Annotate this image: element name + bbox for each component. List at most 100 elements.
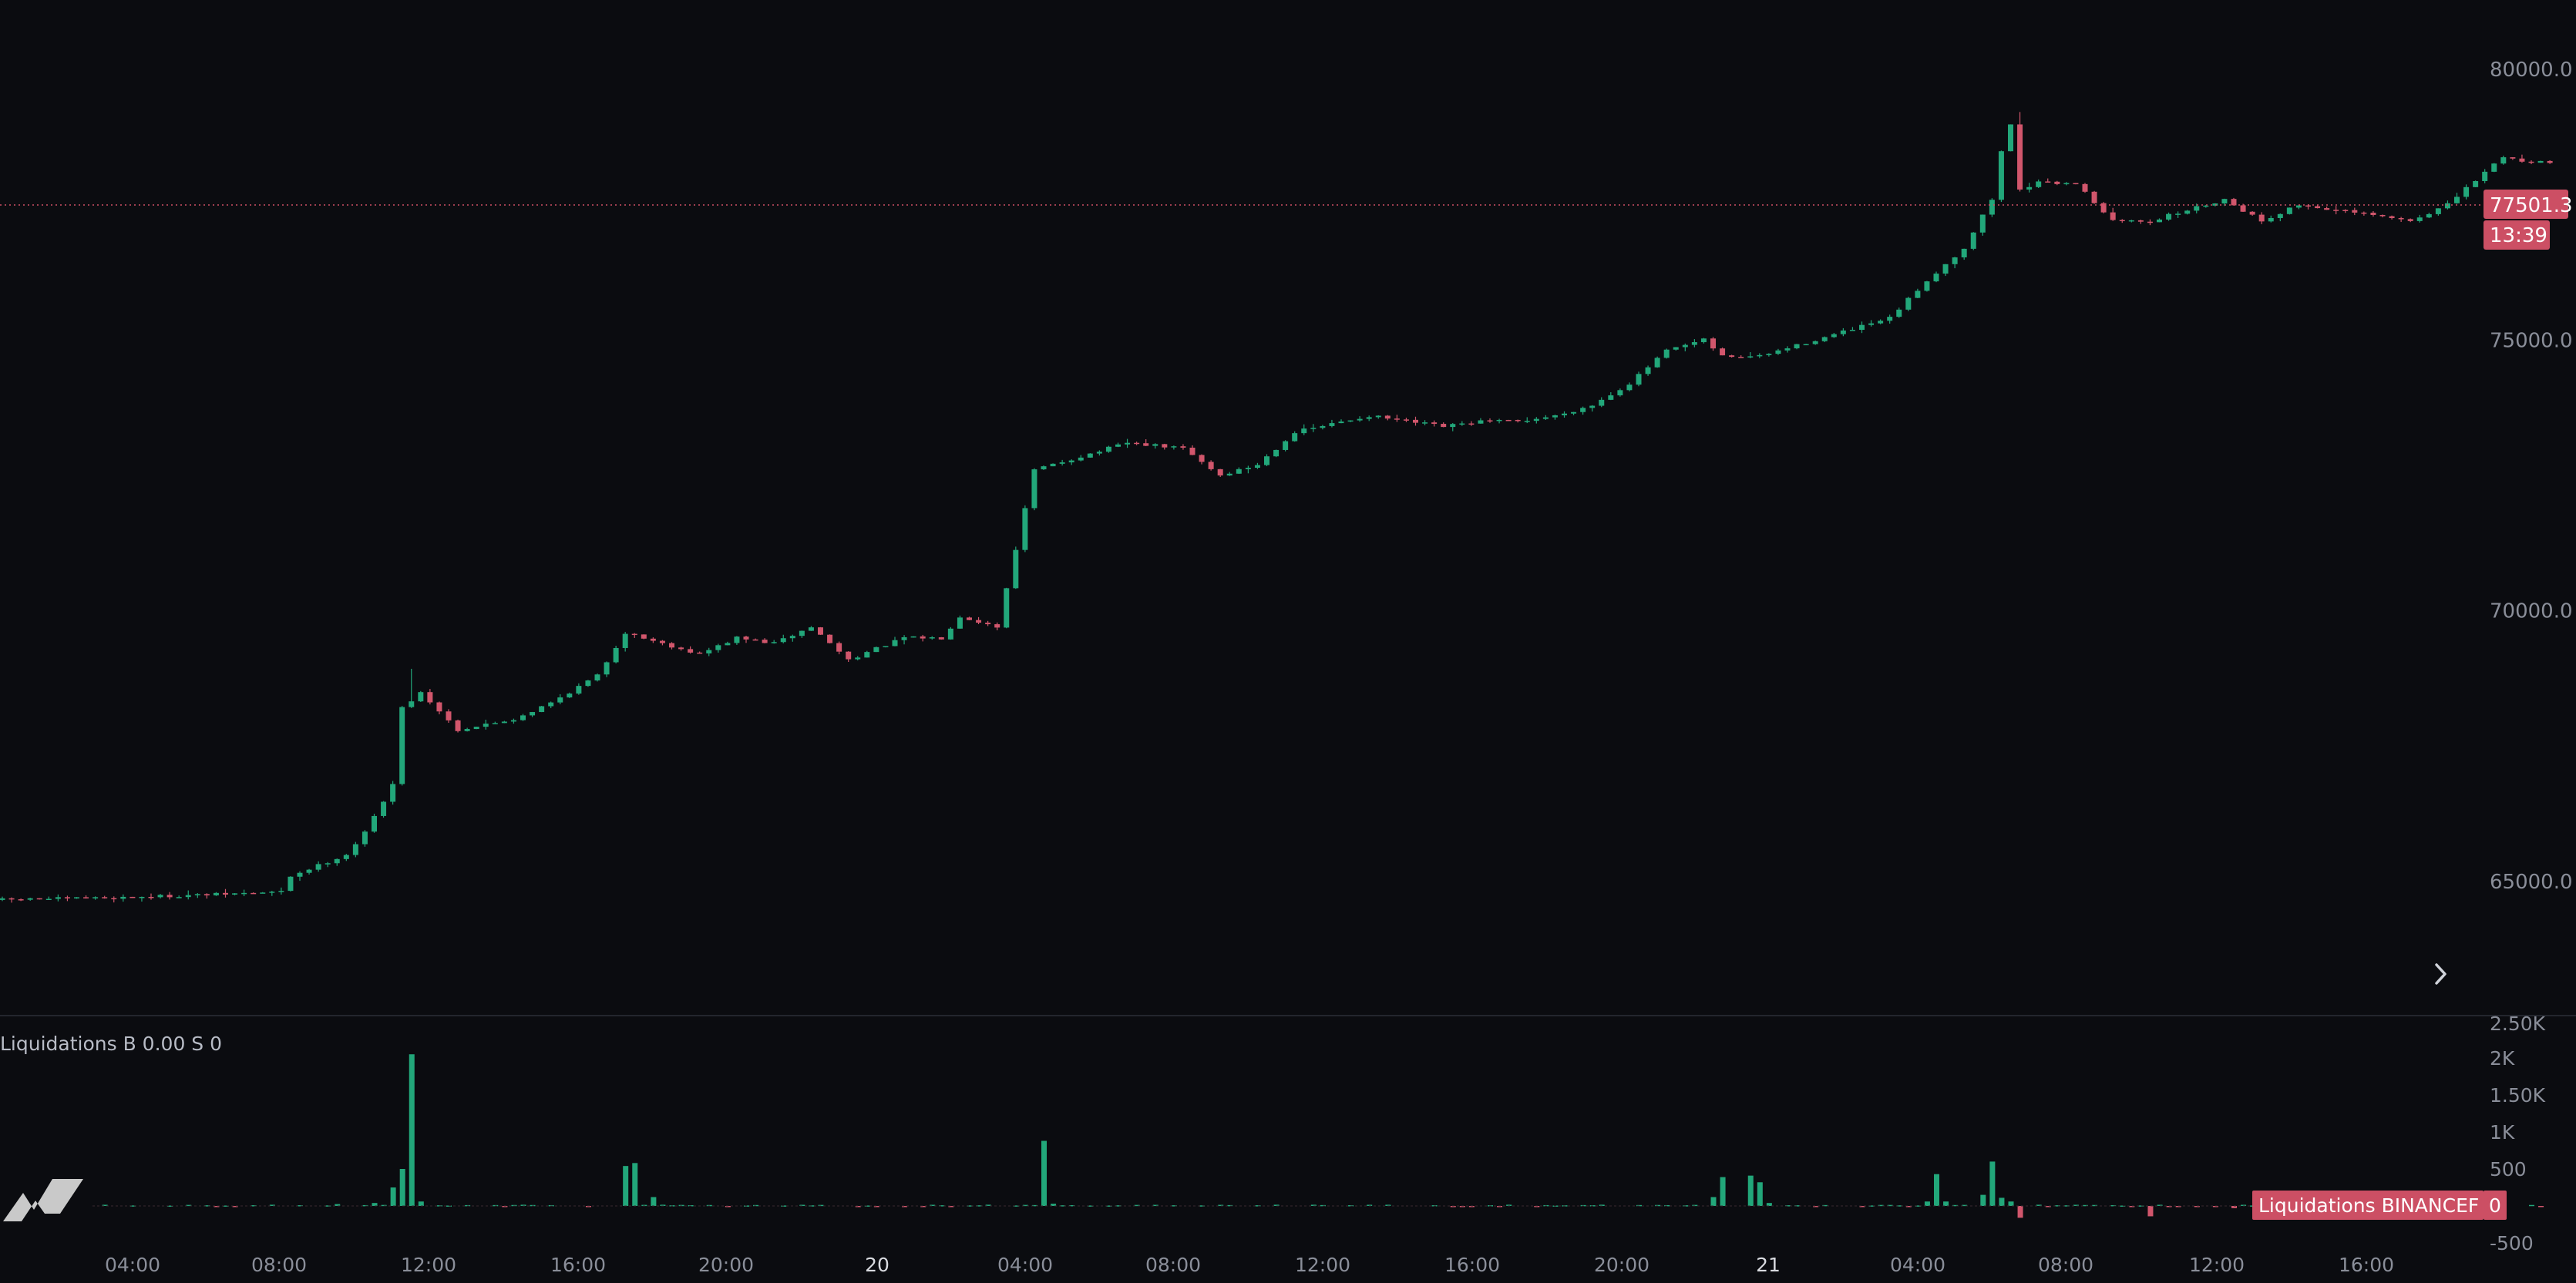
liquidation-bar <box>1989 1161 1996 1206</box>
candle <box>2175 211 2181 218</box>
candle <box>1738 355 1744 358</box>
candle <box>2110 207 2116 221</box>
liquidation-bar <box>1962 1204 1968 1207</box>
candle <box>55 894 61 902</box>
liquidation-bar <box>2175 1206 2181 1207</box>
candle <box>510 718 516 724</box>
time-label: 12:00 <box>401 1254 456 1276</box>
candle <box>1413 416 1418 426</box>
candle <box>1059 459 1065 466</box>
candle <box>1096 450 1102 456</box>
liquidation-bar <box>985 1204 991 1206</box>
candle <box>1840 327 1846 337</box>
liquidation-bar <box>1878 1204 1884 1207</box>
liq-tick-label: 1.50K <box>2490 1084 2546 1107</box>
liquidation-bar <box>2138 1205 2144 1207</box>
candle <box>678 647 684 651</box>
candle <box>288 876 294 892</box>
liquidation-bar <box>251 1205 257 1207</box>
candle <box>1663 348 1670 359</box>
candle <box>0 896 5 902</box>
liquidation-bar <box>2045 1206 2051 1207</box>
candle <box>260 892 266 894</box>
liq-tick-label: 500 <box>2490 1158 2527 1181</box>
candle <box>2379 214 2386 218</box>
candle <box>2026 183 2033 193</box>
liquidation-bar <box>186 1204 192 1207</box>
liquidation-bar <box>1924 1201 1930 1206</box>
candle <box>1171 445 1177 450</box>
candle <box>1115 442 1121 448</box>
candle <box>548 701 554 708</box>
candle <box>2194 203 2200 213</box>
liquidation-bar <box>2110 1204 2117 1207</box>
candle <box>2482 169 2488 183</box>
liquidations-axis[interactable]: 2.50K 2K 1.50K 1K 500 -500 <box>2490 1013 2546 1254</box>
scroll-to-realtime-button[interactable] <box>2435 963 2447 985</box>
candle <box>1162 443 1168 450</box>
liquidations-tag-value: 0 <box>2489 1194 2501 1217</box>
liquidation-bar <box>1013 1205 1019 1207</box>
candle <box>706 647 712 657</box>
candle <box>1199 454 1205 465</box>
liq-tick-label: 2K <box>2490 1047 2515 1070</box>
liquidation-bar <box>381 1204 387 1207</box>
candle <box>1283 440 1289 452</box>
candle <box>967 616 972 620</box>
candle <box>1905 297 1912 311</box>
candle <box>223 888 228 898</box>
candle <box>2519 154 2525 163</box>
candle <box>576 683 582 695</box>
liquidation-bar <box>2083 1204 2088 1207</box>
liquidation-bar <box>1896 1205 1902 1207</box>
candle <box>2221 198 2228 207</box>
time-label-day: 21 <box>1756 1254 1781 1276</box>
candle <box>846 651 852 663</box>
candle <box>446 709 452 724</box>
time-label: 20:00 <box>698 1254 754 1276</box>
candle <box>827 634 833 644</box>
candle <box>129 896 136 898</box>
liquidation-bar <box>1868 1205 1875 1207</box>
candle <box>1004 587 1010 629</box>
candle <box>1403 418 1409 422</box>
liquidations-histogram <box>102 1054 2544 1218</box>
candle <box>2389 215 2395 220</box>
candle <box>725 641 731 646</box>
liquidation-bar <box>902 1206 908 1207</box>
candle <box>1562 411 1567 418</box>
candle <box>2157 218 2162 223</box>
candle <box>1310 424 1317 432</box>
liquidation-bar <box>2073 1204 2079 1207</box>
candle <box>64 895 70 902</box>
candle <box>622 632 628 652</box>
liquidation-bar <box>1887 1204 1893 1207</box>
candle <box>1347 420 1354 422</box>
liquidations-legend[interactable]: Liquidations B 0.00 S 0 <box>0 1033 222 1055</box>
time-axis[interactable]: 04:00 08:00 12:00 16:00 20:00 20 04:00 08:00 12:… <box>105 1254 2394 1276</box>
candlestick-series[interactable] <box>0 112 2553 903</box>
candle <box>1729 354 1735 358</box>
candle <box>1245 465 1251 474</box>
candle <box>1105 445 1111 453</box>
candle <box>1226 472 1233 476</box>
candle <box>334 858 340 866</box>
candle <box>1887 314 1893 324</box>
candle <box>2398 217 2404 223</box>
candle <box>2547 160 2553 164</box>
candle <box>688 646 694 654</box>
liquidation-bar <box>167 1205 173 1207</box>
tradingview-logo-icon[interactable] <box>3 1179 83 1221</box>
candle <box>1645 365 1651 376</box>
candle <box>1422 420 1428 425</box>
candle <box>2537 160 2544 163</box>
candle <box>325 861 331 868</box>
price-axis[interactable]: 80000.0 75000.0 70000.0 65000.0 <box>2490 59 2573 894</box>
candle <box>1599 397 1605 408</box>
candle <box>818 626 823 635</box>
candle <box>2017 112 2023 192</box>
liquidation-bar <box>1952 1204 1959 1207</box>
current-price-value: 77501.3 <box>2490 194 2573 217</box>
